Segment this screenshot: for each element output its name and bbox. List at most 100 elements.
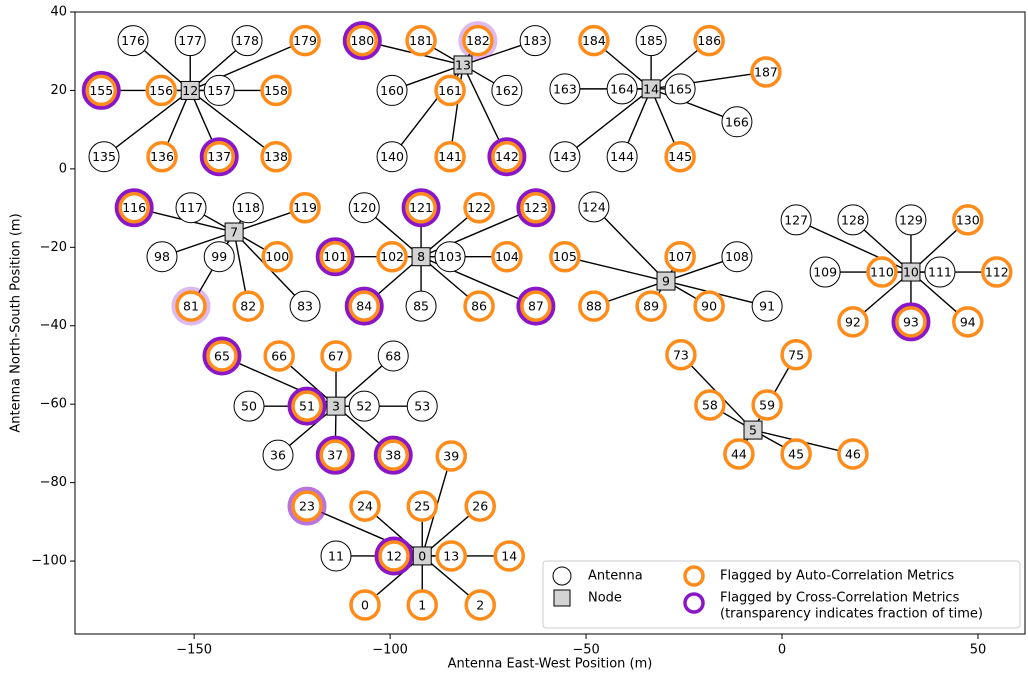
antenna-auto-flagged xyxy=(319,439,351,471)
antenna-label: 14 xyxy=(501,548,517,563)
node xyxy=(901,262,921,282)
x-tick-label: −100 xyxy=(372,643,408,658)
antenna-auto-flagged xyxy=(260,74,292,107)
x-tick-label: 0 xyxy=(778,643,786,658)
legend-node-marker xyxy=(553,589,571,607)
antenna xyxy=(203,241,235,273)
antenna xyxy=(376,141,408,173)
antenna-label: 102 xyxy=(380,249,404,264)
antenna-label: 2 xyxy=(476,597,484,612)
antenna-label: 163 xyxy=(553,81,577,96)
cross-flag-ring xyxy=(516,188,556,228)
antenna-auto-flagged xyxy=(203,140,235,173)
antenna-auto-flagged xyxy=(895,306,927,338)
y-tick-label: 0 xyxy=(59,161,67,176)
antenna-label: 130 xyxy=(956,212,980,227)
antenna xyxy=(233,390,265,422)
node xyxy=(453,55,473,75)
antenna-label: 156 xyxy=(149,83,173,98)
antenna-auto-flagged xyxy=(491,240,523,273)
antenna xyxy=(174,25,206,57)
antenna xyxy=(549,73,581,105)
antenna-auto-flagged xyxy=(665,339,697,371)
antenna-label: 75 xyxy=(788,347,804,362)
antenna-label: 92 xyxy=(845,314,861,329)
antenna-label: 138 xyxy=(264,149,288,164)
antenna-label: 135 xyxy=(92,149,116,164)
antenna xyxy=(203,74,235,106)
node xyxy=(224,222,244,242)
antenna-label: 181 xyxy=(409,33,433,48)
cross-flag-ring xyxy=(315,237,355,277)
antenna-auto-flagged xyxy=(232,290,264,322)
antenna-label: 46 xyxy=(845,446,861,461)
node xyxy=(411,247,431,267)
antenna-label: 105 xyxy=(553,249,577,264)
cross-flag-ring xyxy=(374,536,414,576)
antenna-auto-flagged xyxy=(981,256,1013,288)
antenna-label: 120 xyxy=(352,200,376,215)
legend-label: Node xyxy=(588,591,622,606)
antenna-auto-flagged xyxy=(952,204,984,236)
antenna-auto-flagged xyxy=(289,191,321,224)
antenna-label: 166 xyxy=(725,114,749,129)
legend-cross-marker xyxy=(683,592,705,614)
antenna-label: 144 xyxy=(610,149,634,164)
antenna-auto-flagged xyxy=(780,339,812,371)
antenna xyxy=(780,204,812,236)
antenna xyxy=(262,439,294,471)
antenna-label: 45 xyxy=(788,446,804,461)
antenna-label: 116 xyxy=(122,200,146,215)
cable xyxy=(593,206,667,282)
cross-flag-ring xyxy=(202,336,242,376)
antenna-auto-flagged xyxy=(349,589,381,621)
antenna-auto-flagged xyxy=(348,290,380,322)
antenna xyxy=(117,25,149,57)
node xyxy=(743,420,763,440)
antenna-label: 119 xyxy=(293,200,317,215)
antenna-label: 85 xyxy=(413,299,429,314)
antenna-auto-flagged xyxy=(377,439,409,471)
antenna-label: 158 xyxy=(264,83,288,98)
antenna-label: 136 xyxy=(150,149,174,164)
antenna-label: 123 xyxy=(524,200,548,215)
antenna-auto-flagged xyxy=(462,24,494,57)
cable xyxy=(189,89,277,158)
antenna-label: 13 xyxy=(443,548,459,563)
antenna-label: 67 xyxy=(328,348,344,363)
antenna xyxy=(606,73,638,105)
antenna-label: 111 xyxy=(928,265,952,280)
antenna xyxy=(231,25,263,57)
antenna xyxy=(88,141,120,173)
y-tick-label: 20 xyxy=(50,83,67,98)
antenna-label: 65 xyxy=(214,348,230,363)
antenna-label: 180 xyxy=(350,33,374,48)
antenna-label: 143 xyxy=(553,149,577,164)
antenna-label: 81 xyxy=(183,299,199,314)
antenna-label: 84 xyxy=(356,299,372,314)
antenna xyxy=(289,290,321,322)
antenna-label: 101 xyxy=(323,249,347,264)
antenna-label: 52 xyxy=(356,399,372,414)
antenna-auto-flagged xyxy=(146,140,178,173)
antenna-auto-flagged xyxy=(464,589,496,621)
antenna-label: 176 xyxy=(121,33,145,48)
y-tick-label: −100 xyxy=(31,554,67,569)
cross-flag-ring xyxy=(458,21,498,61)
cross-flag-ring xyxy=(344,286,384,326)
node-label: 3 xyxy=(332,399,340,414)
antenna-label: 161 xyxy=(438,83,462,98)
antenna xyxy=(348,390,380,422)
antenna-label: 93 xyxy=(903,314,919,329)
antenna-auto-flagged xyxy=(175,290,207,322)
antenna-label: 38 xyxy=(385,448,401,463)
antenna-label: 51 xyxy=(299,399,315,414)
antenna-label: 142 xyxy=(495,149,519,164)
y-tick-label: 40 xyxy=(50,5,67,20)
antenna-label: 23 xyxy=(299,499,315,514)
antenna-auto-flagged xyxy=(578,290,610,322)
antenna-label: 83 xyxy=(297,299,313,314)
antenna-label: 68 xyxy=(385,348,401,363)
antenna xyxy=(405,290,437,322)
